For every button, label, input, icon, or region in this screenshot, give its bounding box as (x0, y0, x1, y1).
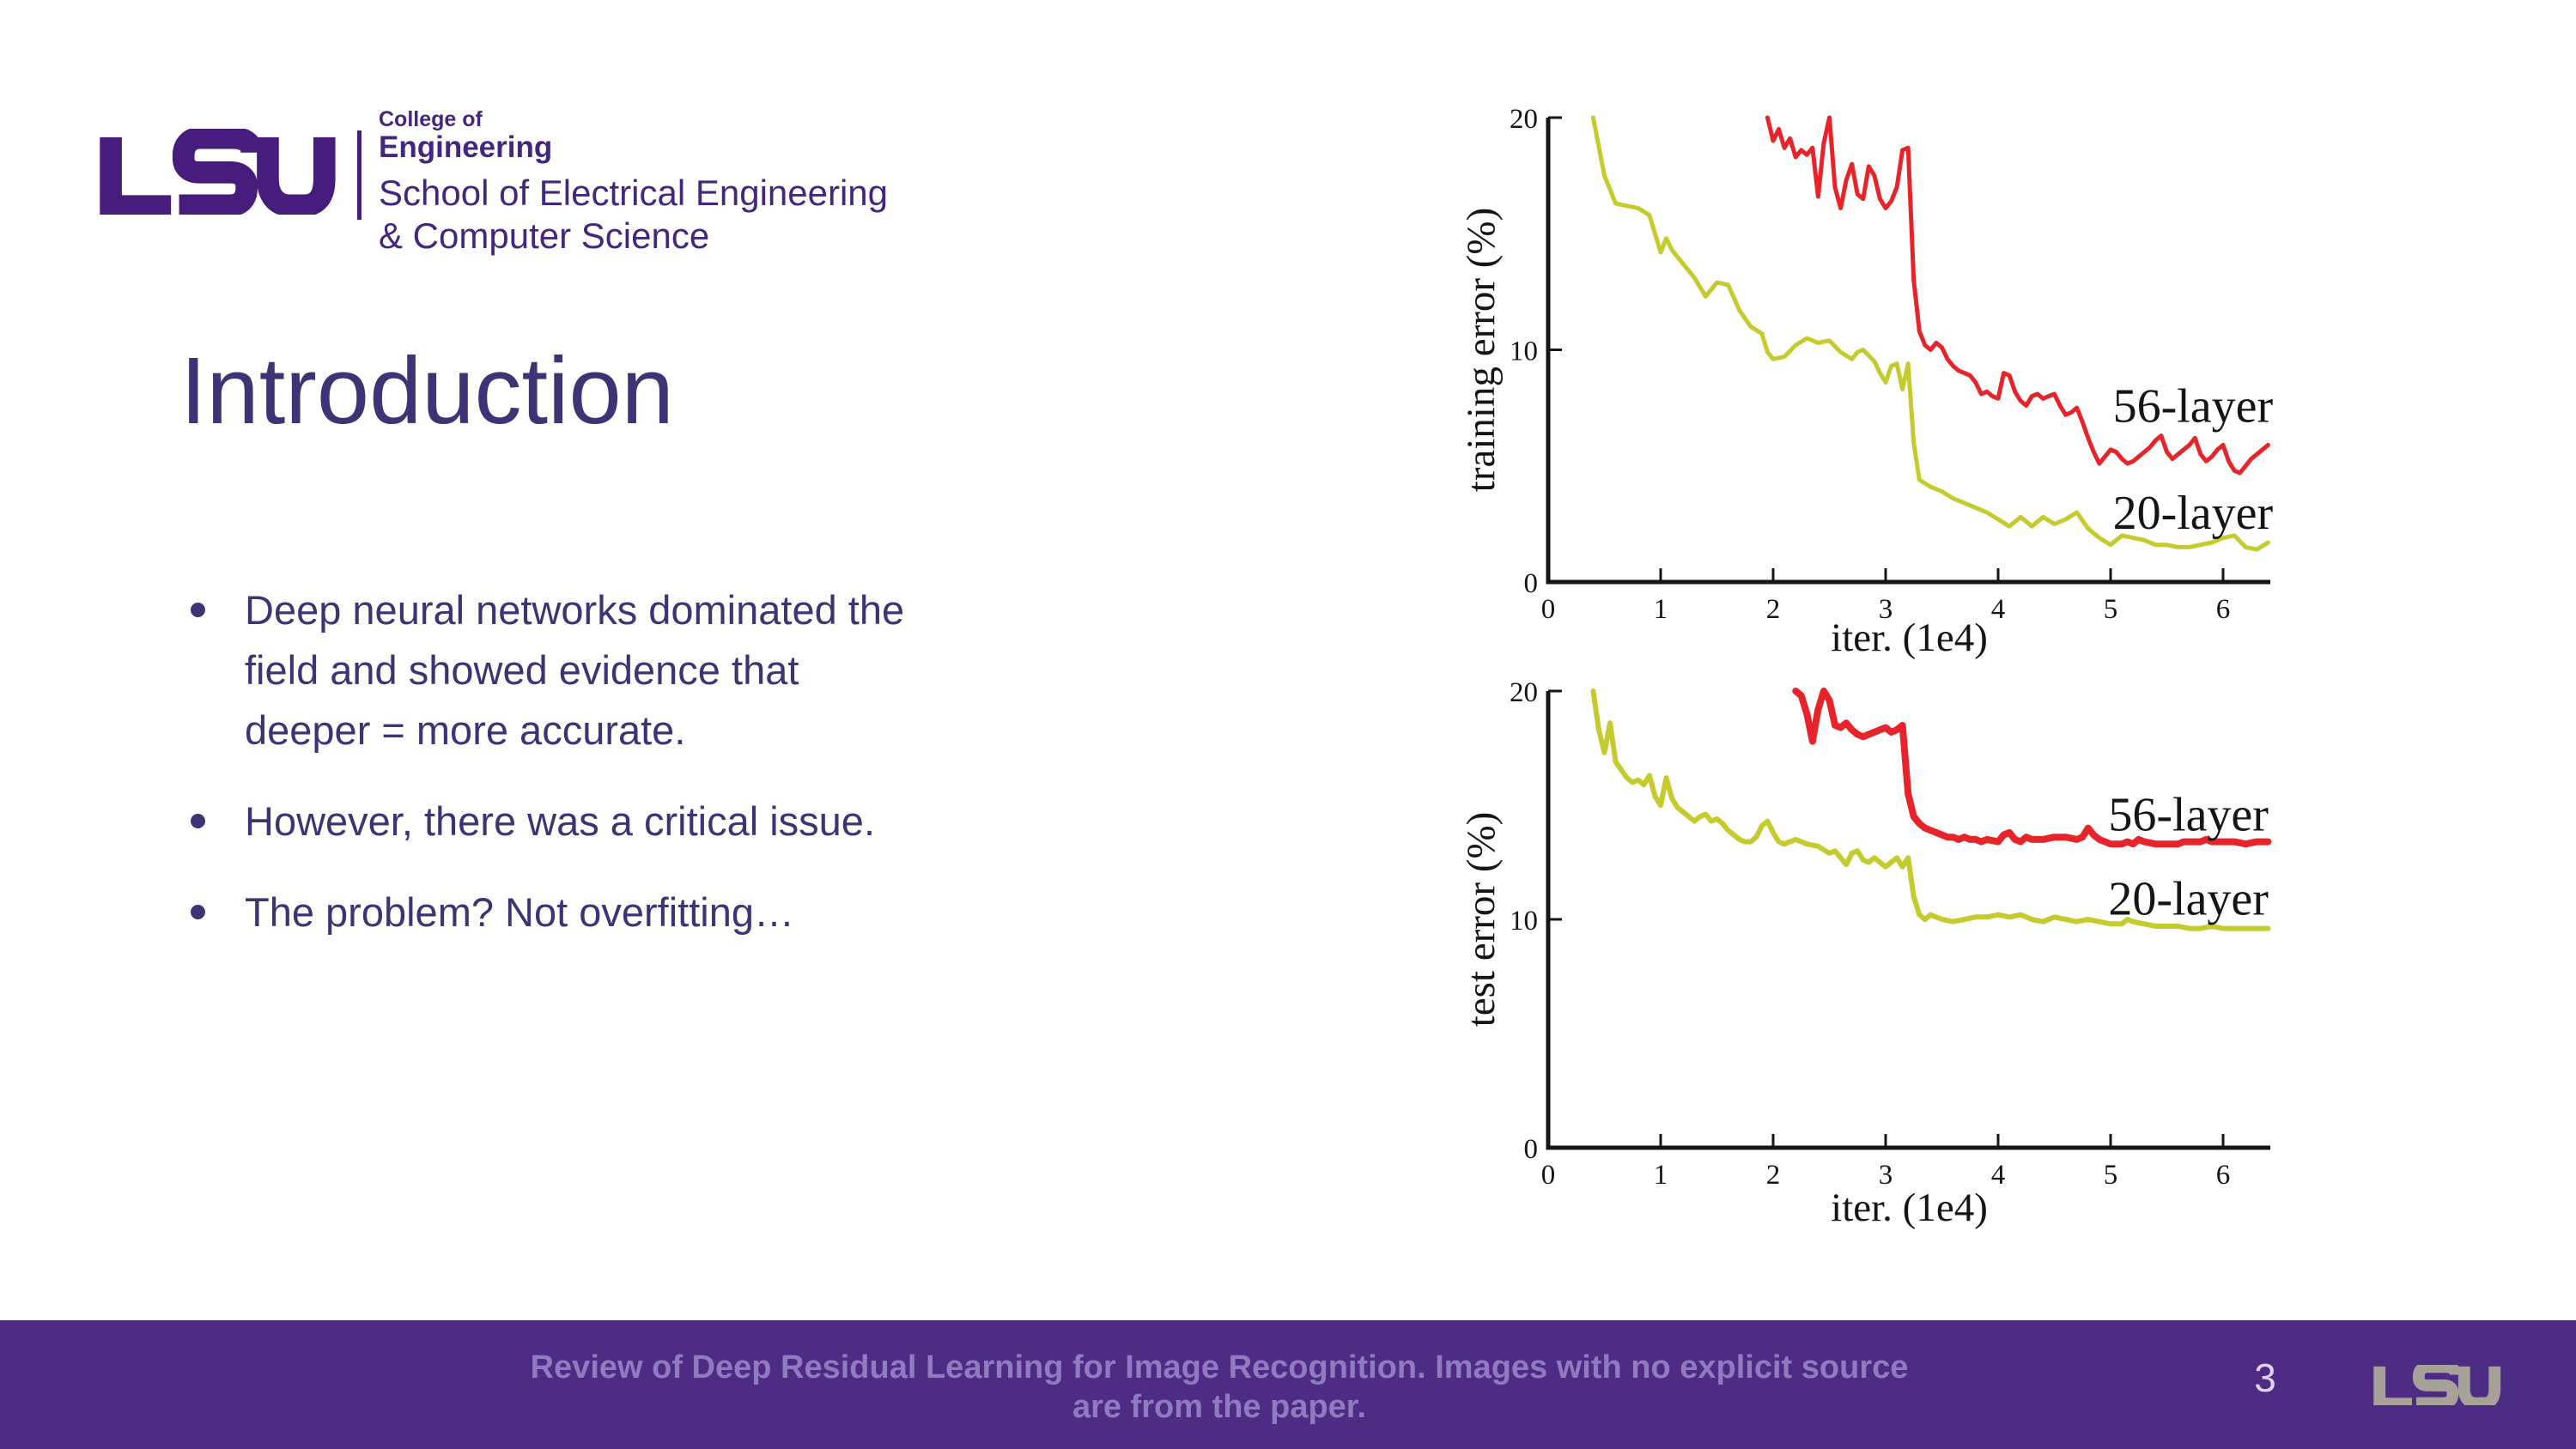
footer-citation-line1: Review of Deep Residual Learning for Ima… (530, 1349, 1909, 1385)
svg-text:0: 0 (1524, 568, 1539, 599)
svg-text:20-layer: 20-layer (2113, 487, 2274, 540)
svg-text:0: 0 (1541, 1160, 1556, 1191)
logo-divider (357, 130, 361, 220)
svg-text:0: 0 (1541, 594, 1556, 625)
svg-text:1: 1 (1654, 594, 1668, 625)
svg-text:56-layer: 56-layer (2113, 379, 2274, 433)
svg-text:56-layer: 56-layer (2108, 788, 2269, 841)
bullet-text-1: Deep neural networks dominated the field… (245, 587, 905, 753)
svg-text:10: 10 (1510, 336, 1538, 367)
training-error-chart: 0 10 20 0 1 2 3 4 5 6 iter. (1e4) training error (%… (1459, 104, 2274, 660)
svg-text:5: 5 (2104, 1160, 2118, 1191)
svg-text:5: 5 (2104, 594, 2118, 625)
svg-text:10: 10 (1510, 906, 1538, 937)
footer-lsu-logo-icon (2372, 1365, 2502, 1405)
svg-text:6: 6 (2216, 1160, 2231, 1191)
school-name-line1: School of Electrical Engineering (379, 173, 889, 213)
bullet-text-2: However, there was a critical issue. (245, 798, 876, 844)
footer-citation: Review of Deep Residual Learning for Ima… (0, 1348, 2439, 1427)
svg-text:6: 6 (2216, 594, 2231, 625)
bullet-item-1: Deep neural networks dominated the field… (182, 580, 1212, 761)
brand-text: College of Engineering School of Electri… (379, 108, 888, 256)
bullet-marker-icon (191, 814, 205, 828)
svg-text:4: 4 (1991, 594, 2006, 625)
bullet-marker-icon (191, 603, 205, 617)
school-name-line2: & Computer Science (379, 215, 710, 256)
bullet-text-3: The problem? Not overfitting… (245, 889, 795, 935)
page-number: 3 (2254, 1355, 2276, 1400)
footer-citation-line2: are from the paper. (1072, 1389, 1367, 1425)
svg-text:iter. (1e4): iter. (1e4) (1831, 615, 1988, 660)
bullet-item-2: However, there was a critical issue. (182, 791, 1212, 852)
svg-text:iter. (1e4): iter. (1e4) (1831, 1185, 1988, 1230)
svg-text:test error (%): test error (%) (1459, 812, 1504, 1028)
svg-text:20-layer: 20-layer (2108, 873, 2269, 926)
test-error-chart: 0 10 20 0 1 2 3 4 5 6 iter. (1e4) test error (%) 56-… (1459, 678, 2272, 1230)
svg-text:0: 0 (1524, 1134, 1539, 1165)
svg-text:2: 2 (1766, 594, 1781, 625)
header-brand: College of Engineering School of Electri… (96, 108, 888, 256)
lsu-logo-icon (96, 129, 338, 215)
svg-text:3: 3 (1879, 1160, 1893, 1191)
bullet-marker-icon (191, 905, 205, 919)
svg-text:3: 3 (1879, 594, 1893, 625)
bullet-item-3: The problem? Not overfitting… (182, 882, 1212, 943)
college-of-label: College of (379, 107, 483, 131)
svg-text:training error (%): training error (%) (1459, 208, 1504, 492)
footer-bar: Review of Deep Residual Learning for Ima… (0, 1320, 2576, 1449)
svg-text:1: 1 (1654, 1160, 1668, 1191)
bullet-list: Deep neural networks dominated the field… (182, 580, 1212, 943)
svg-text:4: 4 (1991, 1160, 2006, 1191)
svg-text:20: 20 (1510, 104, 1538, 135)
engineering-label: Engineering (379, 130, 553, 164)
svg-text:20: 20 (1510, 678, 1538, 708)
svg-text:2: 2 (1766, 1160, 1781, 1191)
page-title: Introduction (180, 338, 674, 444)
